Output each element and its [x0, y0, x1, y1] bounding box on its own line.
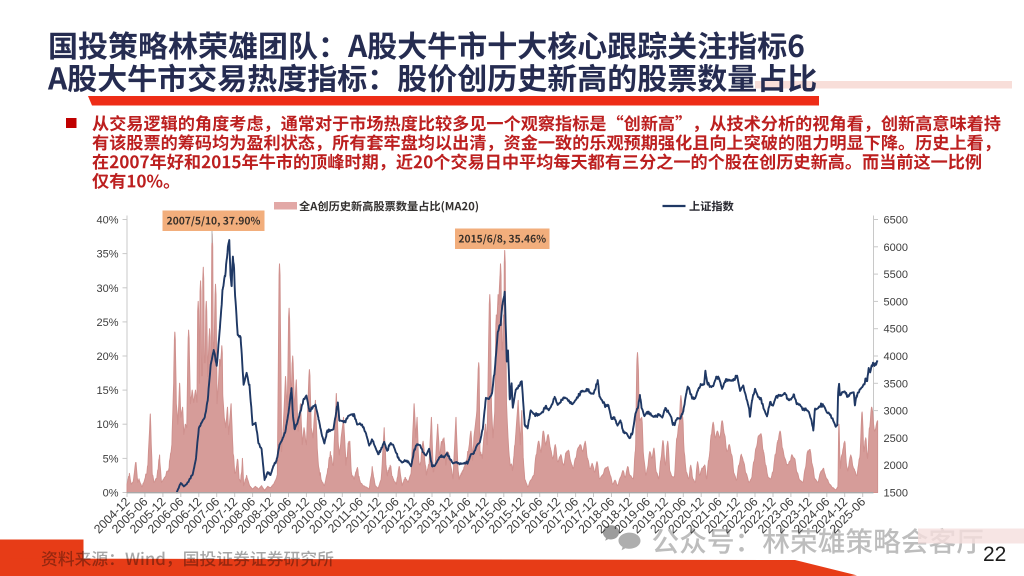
svg-text:10%: 10% — [96, 419, 118, 431]
svg-text:40%: 40% — [96, 215, 118, 227]
svg-text:5%: 5% — [103, 453, 119, 465]
svg-text:2500: 2500 — [884, 433, 908, 445]
svg-text:6000: 6000 — [884, 242, 908, 254]
svg-text:1500: 1500 — [884, 488, 908, 500]
svg-text:20%: 20% — [96, 351, 118, 363]
svg-text:25%: 25% — [96, 317, 118, 329]
svg-text:3500: 3500 — [884, 378, 908, 390]
svg-text:4000: 4000 — [884, 351, 908, 363]
svg-text:2000: 2000 — [884, 460, 908, 472]
svg-text:3000: 3000 — [884, 406, 908, 418]
svg-text:5000: 5000 — [884, 296, 908, 308]
svg-text:30%: 30% — [96, 283, 118, 295]
svg-text:0%: 0% — [103, 488, 119, 500]
svg-text:6500: 6500 — [884, 215, 908, 227]
svg-text:35%: 35% — [96, 249, 118, 261]
svg-text:15%: 15% — [96, 385, 118, 397]
svg-text:22: 22 — [983, 543, 1006, 566]
svg-text:4500: 4500 — [884, 324, 908, 336]
svg-text:5500: 5500 — [884, 269, 908, 281]
